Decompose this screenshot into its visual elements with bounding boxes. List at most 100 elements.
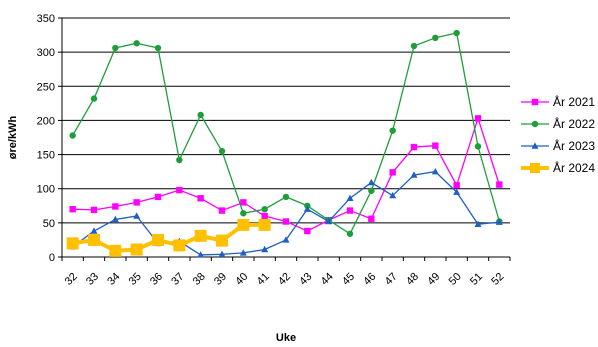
data-point (389, 169, 396, 176)
data-point (261, 245, 269, 253)
data-point (154, 193, 162, 201)
y-axis-title: øre/kWh (7, 116, 19, 160)
data-point (197, 195, 204, 202)
data-point (282, 218, 290, 225)
x-tick-label: 50 (447, 271, 464, 288)
x-tick-label: 32 (63, 271, 80, 288)
data-point (453, 29, 460, 37)
x-tick-label: 46 (361, 271, 378, 288)
data-point (240, 210, 247, 217)
x-tick-label: 51 (468, 271, 485, 288)
legend-item: År 2023 (521, 138, 595, 153)
data-point (69, 206, 76, 213)
data-point (216, 234, 228, 247)
legend-swatch-marker (530, 163, 540, 173)
legend-label: År 2024 (553, 160, 595, 175)
legend: År 2021 År 2022 År 2023 År 2024 (521, 94, 595, 175)
x-axis-title: Uke (276, 332, 296, 344)
data-point (367, 178, 375, 186)
data-point (368, 187, 375, 194)
legend-swatch-marker (531, 98, 539, 106)
data-point (431, 167, 439, 175)
data-point (176, 186, 183, 194)
data-point (410, 42, 418, 50)
data-point (474, 143, 482, 150)
x-tick-label: 48 (404, 271, 421, 288)
legend-label: År 2023 (553, 138, 595, 153)
data-point (261, 212, 268, 220)
plot-series (66, 29, 503, 258)
y-tick-label: 150 (37, 150, 55, 162)
legend-label: År 2022 (553, 116, 595, 131)
grid-lines (62, 17, 510, 224)
data-point (346, 194, 354, 201)
data-point (111, 215, 119, 223)
x-tick-label: 52 (489, 271, 506, 288)
data-point (432, 142, 439, 149)
legend-item: År 2022 (521, 116, 595, 131)
series-4 (66, 218, 271, 257)
data-point (173, 239, 186, 252)
data-point (197, 111, 204, 119)
data-point (218, 207, 226, 214)
x-tick-label: 43 (297, 271, 314, 288)
data-point (325, 217, 333, 225)
legend-item: År 2024 (521, 160, 595, 175)
x-tick-label: 36 (148, 271, 165, 288)
data-point (66, 237, 79, 250)
data-point (109, 244, 122, 257)
data-point (453, 182, 460, 189)
data-point (112, 203, 119, 210)
x-tick-label: 33 (84, 271, 101, 288)
data-point (176, 156, 183, 164)
data-point (410, 171, 418, 178)
data-point (69, 132, 76, 139)
y-tick-label: 200 (37, 115, 55, 127)
x-tick-label: 39 (212, 271, 229, 288)
axes (58, 17, 511, 261)
data-point (88, 233, 100, 246)
data-point (389, 127, 396, 134)
y-tick-label: 0 (49, 252, 55, 264)
data-point (496, 181, 503, 188)
data-point (133, 40, 140, 47)
data-point (218, 147, 226, 155)
data-point (346, 230, 354, 237)
data-point (474, 220, 482, 227)
y-tick-label: 350 (37, 13, 55, 25)
series-3 (69, 167, 503, 258)
x-tick-label: 34 (105, 271, 122, 288)
data-point (90, 227, 98, 234)
x-tick-label: 41 (255, 271, 272, 288)
y-tick-label: 100 (37, 184, 55, 196)
x-tick-label: 35 (127, 271, 144, 288)
data-point (130, 243, 143, 256)
y-tick-label: 250 (37, 81, 55, 93)
data-point (218, 250, 226, 257)
data-point (197, 251, 205, 258)
data-point (261, 206, 268, 213)
x-tick-label: 45 (340, 271, 357, 288)
data-point (258, 218, 271, 231)
data-point (282, 236, 290, 243)
data-point (389, 191, 397, 199)
legend-label: År 2021 (553, 94, 595, 109)
data-point (495, 218, 503, 225)
data-point (154, 44, 162, 52)
data-point (346, 207, 354, 214)
legend-item: År 2021 (521, 94, 595, 109)
y-tick-label: 300 (37, 47, 55, 59)
data-point (90, 95, 98, 102)
data-point (240, 199, 247, 206)
data-point (282, 193, 290, 201)
data-point (194, 229, 207, 242)
legend-swatch-marker (531, 120, 539, 128)
x-tick-label: 37 (169, 271, 186, 288)
data-point (474, 115, 482, 122)
x-tick-label: 44 (319, 271, 336, 288)
data-point (368, 215, 375, 222)
series-line (72, 222, 265, 253)
data-point (453, 188, 461, 195)
data-point (152, 233, 164, 246)
